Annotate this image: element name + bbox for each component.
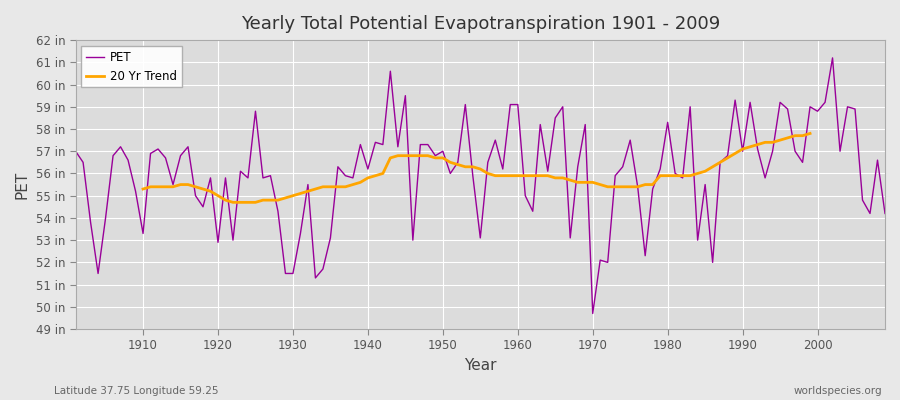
20 Yr Trend: [715, 160, 725, 165]
20 Yr Trend: [235, 200, 246, 205]
20 Yr Trend: [699, 169, 710, 174]
Text: Latitude 37.75 Longitude 59.25: Latitude 37.75 Longitude 59.25: [54, 386, 219, 396]
PET: [610, 173, 621, 178]
20 Yr Trend: [347, 182, 358, 187]
20 Yr Trend: [228, 200, 238, 205]
Line: PET: PET: [76, 58, 885, 314]
Y-axis label: PET: PET: [15, 170, 30, 199]
X-axis label: Year: Year: [464, 358, 497, 373]
PET: [505, 102, 516, 107]
Line: 20 Yr Trend: 20 Yr Trend: [143, 134, 810, 202]
PET: [512, 102, 523, 107]
PET: [70, 149, 81, 154]
20 Yr Trend: [805, 131, 815, 136]
Title: Yearly Total Potential Evapotranspiration 1901 - 2009: Yearly Total Potential Evapotranspiratio…: [240, 15, 720, 33]
PET: [827, 56, 838, 60]
20 Yr Trend: [610, 184, 621, 189]
Legend: PET, 20 Yr Trend: PET, 20 Yr Trend: [82, 46, 182, 87]
20 Yr Trend: [138, 187, 148, 192]
PET: [879, 211, 890, 216]
PET: [130, 189, 141, 194]
Text: worldspecies.org: worldspecies.org: [794, 386, 882, 396]
PET: [340, 173, 351, 178]
PET: [588, 311, 598, 316]
20 Yr Trend: [782, 136, 793, 140]
PET: [295, 231, 306, 236]
